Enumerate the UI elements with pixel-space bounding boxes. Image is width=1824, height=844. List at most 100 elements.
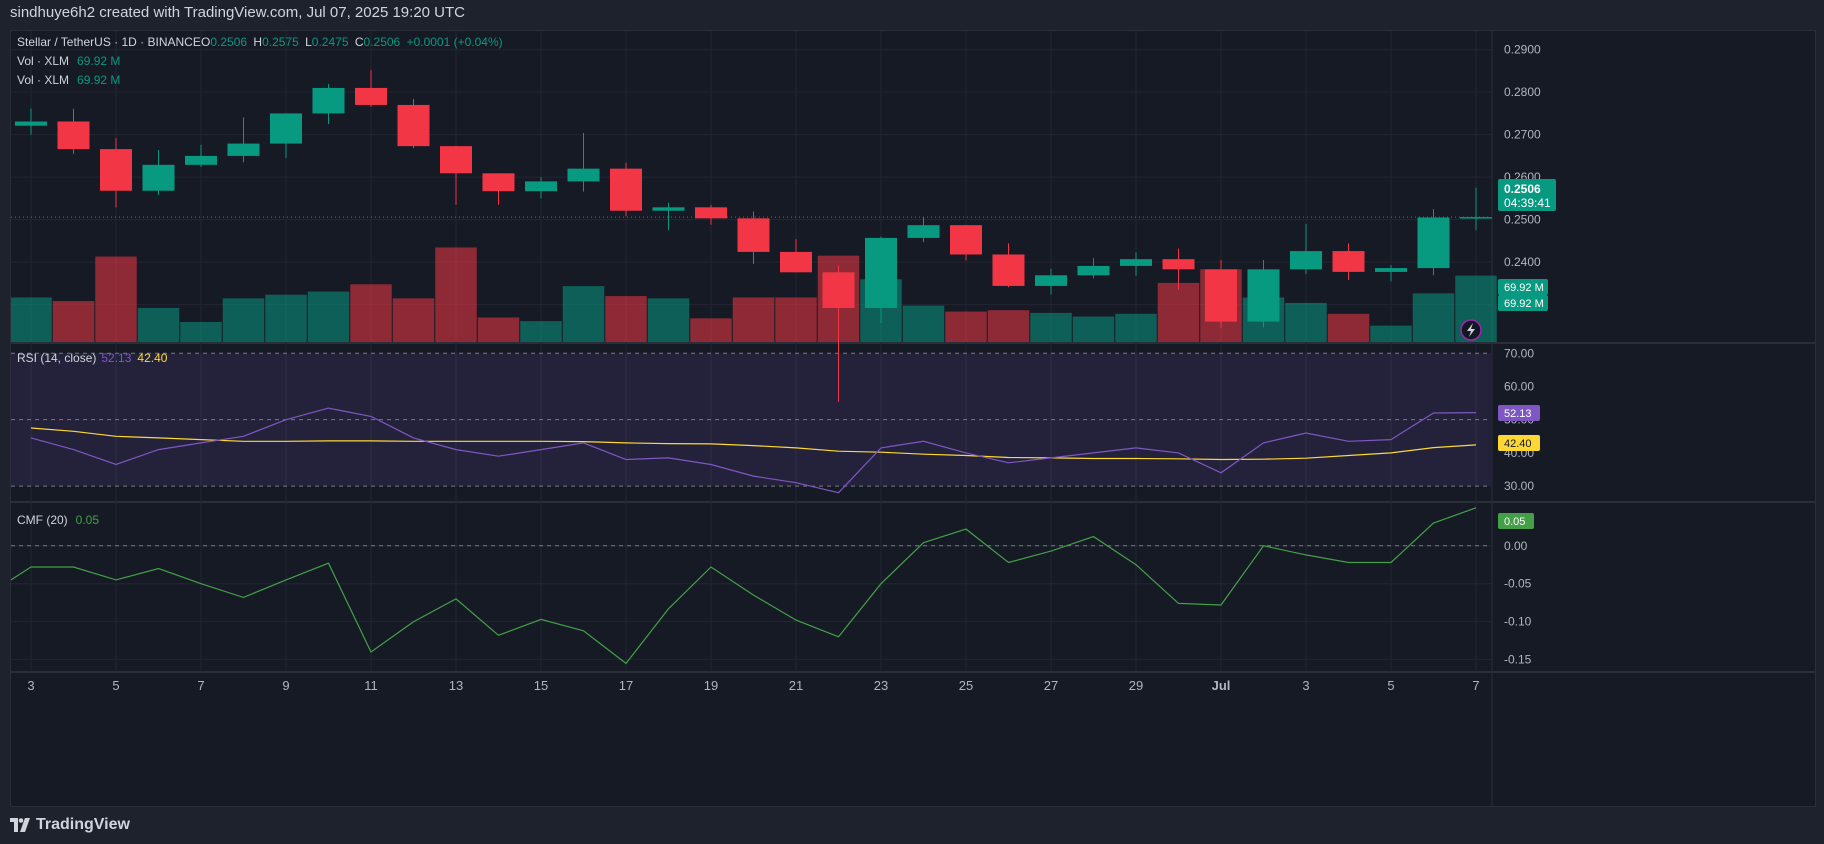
candle-body	[525, 181, 557, 192]
candle	[1205, 260, 1237, 328]
footer-brand[interactable]: TradingView	[36, 816, 130, 833]
candle-body	[695, 207, 727, 219]
volume-bar	[350, 284, 392, 342]
indicator-layer	[11, 407, 1477, 665]
candle-body	[270, 113, 302, 144]
rsi-legend-value: 52.13	[101, 351, 131, 365]
volume-legend-value-1: 69.92 M	[77, 54, 120, 68]
last-price-label-bg	[1498, 179, 1556, 211]
candle	[992, 243, 1025, 288]
candle-body	[1247, 269, 1280, 322]
volume-bar	[945, 311, 987, 342]
x-tick-label: 25	[959, 678, 973, 693]
candle	[15, 108, 47, 135]
candle	[610, 162, 642, 217]
volume-axis-label-bg-1	[1498, 279, 1548, 295]
candle-body	[185, 155, 217, 165]
x-tick-label: 9	[282, 678, 289, 693]
volume-legend-label-2: Vol · XLM	[17, 73, 69, 87]
volume-axis-label-2: 69.92 M	[1504, 298, 1544, 310]
candle-body	[1290, 251, 1322, 270]
rsi-ma-legend-value: 42.40	[137, 351, 167, 365]
volume-bar	[180, 322, 222, 342]
rsi-tick-label: 60.00	[1504, 379, 1534, 393]
candle-body	[1077, 265, 1110, 276]
chart-frame[interactable]: 0.29000.28000.27000.26000.25000.24000.23…	[10, 30, 1816, 807]
volume-bar	[11, 297, 52, 342]
candle	[1417, 209, 1450, 276]
rsi-ma-axis-label: 42.40	[1504, 438, 1532, 450]
volume-bar	[562, 286, 605, 342]
volume-bar	[222, 298, 265, 342]
candle-body	[397, 104, 430, 147]
volume-bar	[392, 298, 435, 342]
x-tick-label: 29	[1129, 678, 1143, 693]
candle	[907, 217, 940, 243]
ohlc-readout: O0.2506 H0.2575 L0.2475 C0.2506 +0.0001 …	[201, 35, 503, 49]
price-tick-label: 0.2800	[1504, 85, 1541, 99]
candle	[227, 117, 260, 163]
volume-bar	[605, 296, 647, 342]
candle	[185, 144, 217, 167]
candle-body	[482, 173, 515, 192]
cmf-axis-label: 0.05	[1498, 513, 1534, 529]
volume-bar	[1285, 302, 1327, 342]
high-label: H	[253, 35, 262, 49]
candle-layer	[15, 70, 1492, 402]
volume-bar	[775, 297, 817, 342]
rsi-axis-label: 52.13	[1504, 408, 1532, 420]
candle	[482, 173, 515, 205]
candle-body	[1162, 259, 1195, 270]
cmf-tick-label: -0.15	[1504, 653, 1532, 667]
candle-body	[15, 121, 47, 126]
candle-body	[610, 168, 642, 211]
candle-body	[865, 237, 897, 309]
rsi-band	[11, 353, 1491, 487]
volume-bar	[52, 301, 95, 342]
candle-body	[822, 272, 855, 309]
rsi-ma-axis-label-bg	[1498, 435, 1540, 451]
cmf-tick-label: 0.00	[1504, 539, 1528, 553]
price-tick-label: 0.2700	[1504, 128, 1541, 142]
candle-body	[57, 121, 90, 150]
volume-legend-2: Vol · XLM 69.92 M	[17, 73, 120, 87]
chart-svg[interactable]: 0.29000.28000.27000.26000.25000.24000.23…	[11, 31, 1815, 806]
cmf-tick-label: -0.10	[1504, 615, 1532, 629]
candle-body	[1460, 217, 1492, 219]
volume-bar	[1157, 282, 1200, 342]
cmf-legend: CMF (20) 0.05	[17, 513, 99, 527]
x-tick-label: 3	[1302, 678, 1309, 693]
x-tick-label: Jul	[1212, 678, 1231, 693]
rsi-axis-labels: 52.13 42.40	[1498, 405, 1540, 451]
volume-bar	[435, 247, 477, 342]
candle-body	[1375, 268, 1407, 272]
candle	[397, 98, 430, 149]
x-tick-label: 21	[789, 678, 803, 693]
x-tick-label: 11	[364, 678, 378, 693]
volume-axis-label-bg-2	[1498, 295, 1548, 311]
lightning-icon[interactable]	[1460, 319, 1482, 341]
x-tick-label: 5	[1387, 678, 1394, 693]
candle	[865, 236, 897, 324]
x-tick-label: 15	[534, 678, 548, 693]
volume-legend-value-2: 69.92 M	[77, 73, 120, 87]
volume-bar	[690, 318, 732, 342]
volume-bar	[732, 297, 775, 342]
candle	[525, 177, 557, 199]
price-tick-label: 0.2900	[1504, 43, 1541, 57]
candle-body	[312, 87, 345, 114]
x-tick-label: 19	[704, 678, 718, 693]
rsi-tick-label: 70.00	[1504, 346, 1534, 360]
x-tick-label: 5	[112, 678, 119, 693]
candle-body	[1332, 251, 1365, 272]
candle-body	[440, 146, 472, 174]
volume-bar	[477, 317, 520, 342]
volume-bar	[647, 298, 690, 342]
symbol-title[interactable]: Stellar / TetherUS · 1D · BINANCE	[17, 35, 201, 49]
x-tick-label: 3	[27, 678, 34, 693]
candle-body	[100, 149, 132, 191]
volume-bar	[520, 321, 562, 342]
candle	[652, 202, 685, 231]
rsi-tick-label: 30.00	[1504, 479, 1534, 493]
volume-axis-label-1: 69.92 M	[1504, 282, 1544, 294]
